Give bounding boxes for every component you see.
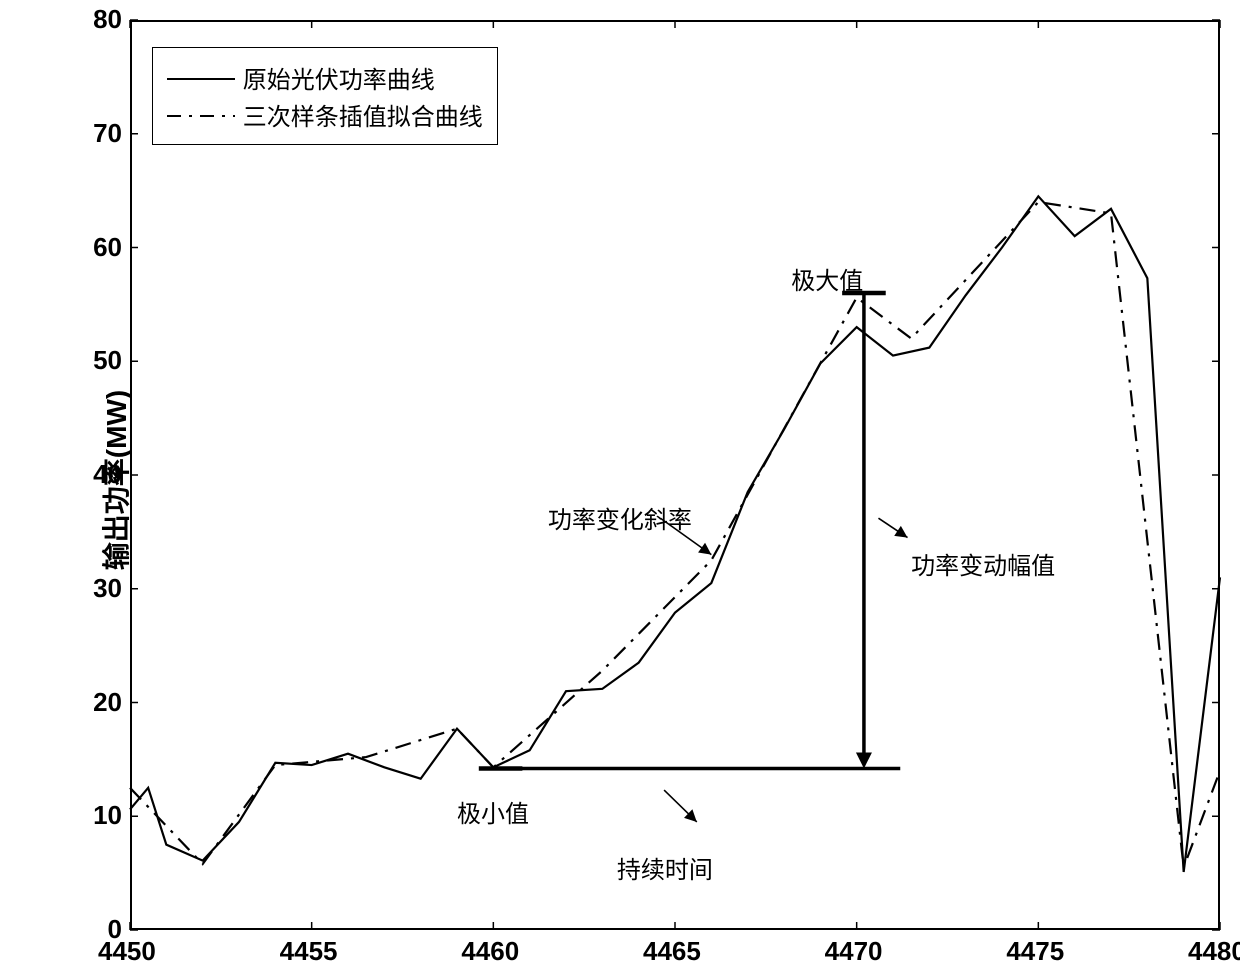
legend-swatch	[167, 103, 235, 127]
annotation-amplitude_label: 功率变动幅值	[911, 546, 1055, 581]
y-tick-label: 40	[93, 459, 122, 490]
y-tick-label: 80	[93, 4, 122, 35]
x-tick-label: 4465	[643, 936, 701, 967]
y-tick-label: 60	[93, 232, 122, 263]
annotation-max_label: 极大值	[791, 261, 863, 296]
chart-container: 输出功率(MW) 原始光伏功率曲线三次样条插值拟合曲线 445044554460…	[0, 0, 1240, 969]
y-tick-label: 10	[93, 800, 122, 831]
legend-label: 三次样条插值拟合曲线	[243, 97, 483, 132]
x-tick-label: 4475	[1006, 936, 1064, 967]
x-tick-label: 4470	[825, 936, 883, 967]
legend: 原始光伏功率曲线三次样条插值拟合曲线	[152, 47, 498, 145]
y-tick-label: 70	[93, 118, 122, 149]
legend-item: 三次样条插值拟合曲线	[167, 97, 483, 132]
annotation-duration_label: 持续时间	[617, 850, 713, 885]
x-tick-label: 4460	[461, 936, 519, 967]
y-tick-label: 20	[93, 687, 122, 718]
x-tick-label: 4480	[1188, 936, 1240, 967]
y-tick-label: 0	[108, 914, 122, 945]
legend-swatch	[167, 66, 235, 90]
x-tick-label: 4455	[280, 936, 338, 967]
legend-label: 原始光伏功率曲线	[243, 60, 435, 95]
annotation-min_label: 极小值	[457, 794, 529, 829]
annotation-slope_label: 功率变化斜率	[548, 500, 692, 535]
chart-svg	[0, 0, 1240, 969]
y-tick-label: 50	[93, 345, 122, 376]
legend-item: 原始光伏功率曲线	[167, 60, 483, 95]
y-tick-label: 30	[93, 573, 122, 604]
